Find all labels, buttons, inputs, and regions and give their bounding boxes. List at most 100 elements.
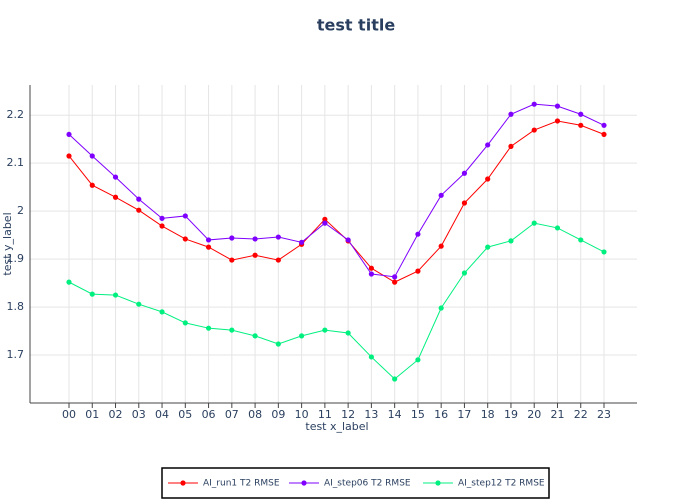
x-tick-label: 07 [225,408,239,421]
x-tick-label: 03 [132,408,146,421]
point [601,131,607,138]
point [322,220,328,226]
x-tick-label: 18 [481,408,495,421]
x-tick-label: 09 [271,408,285,421]
point [485,244,491,250]
legend-marker [435,480,441,486]
legend-label: AI_step12 T2 RMSE [458,479,545,489]
point [508,238,514,244]
point [601,249,607,255]
y-tick-label: 2 [17,204,24,217]
point [438,305,444,311]
point [182,236,188,242]
point [415,231,421,237]
point [275,341,281,347]
point [368,265,374,271]
x-tick-label: 14 [388,408,402,421]
y-tick-label: 1.9 [7,252,25,265]
x-tick-label: 20 [527,408,541,421]
y-tick-label: 1.8 [7,300,25,313]
point [136,301,142,307]
point [415,357,421,363]
point [322,327,328,333]
y-tick-label: 2.2 [7,108,25,121]
point [415,268,421,274]
point [275,234,281,240]
point [392,279,398,285]
x-tick-label: 01 [85,408,99,421]
legend-marker [180,480,186,486]
point [112,292,119,298]
x-tick-label: 06 [202,408,216,421]
x-tick-label: 12 [341,408,355,421]
x-tick-label: 04 [155,408,169,421]
point [508,143,514,149]
x-tick-label: 22 [574,408,588,421]
legend-marker [301,480,307,486]
point [322,216,328,222]
x-tick-label: 17 [457,408,471,421]
point [554,118,561,124]
legend-label: AI_run1 T2 RMSE [203,479,280,489]
point [578,237,584,243]
point [66,279,72,285]
point [89,182,95,188]
point [299,239,305,245]
point [578,111,584,117]
point [136,207,142,213]
point [205,237,212,243]
x-tick-label: 05 [178,408,192,421]
point [159,309,165,315]
point [554,103,561,109]
point [531,127,537,133]
point [66,153,72,159]
legend-box [161,467,550,499]
point [461,270,468,276]
point [205,325,212,331]
point [112,174,119,180]
point [182,320,188,326]
point [438,243,444,249]
x-tick-label: 10 [295,408,309,421]
legend-label: AI_step06 T2 RMSE [324,479,411,489]
point [392,274,398,280]
point [461,200,468,206]
x-tick-label: 19 [504,408,518,421]
point [229,235,235,241]
point [136,196,142,202]
series-line [68,222,605,380]
y-tick-label: 1.7 [7,348,25,361]
point [229,327,235,333]
x-tick-label: 15 [411,408,425,421]
point [554,225,561,231]
y-axis-title: test y_label [1,212,14,275]
point [461,170,468,176]
point [182,213,188,219]
point [531,101,537,107]
x-tick-label: 11 [318,408,332,421]
point [299,333,305,339]
point [159,223,165,229]
x-tick-label: 00 [62,408,76,421]
x-tick-label: 21 [550,408,564,421]
x-tick-label: 02 [109,408,123,421]
point [438,192,444,198]
point [345,330,351,336]
point [252,252,258,258]
point [485,142,491,148]
x-tick-label: 13 [364,408,378,421]
point [485,176,491,182]
point [275,257,281,263]
point [392,376,398,382]
x-tick-label: 08 [248,408,262,421]
point [89,153,95,159]
point [531,220,537,226]
point [89,291,95,297]
point [578,122,584,128]
x-tick-label: 16 [434,408,448,421]
point [368,271,374,277]
point [601,122,607,128]
point [66,131,72,138]
point [345,237,351,243]
